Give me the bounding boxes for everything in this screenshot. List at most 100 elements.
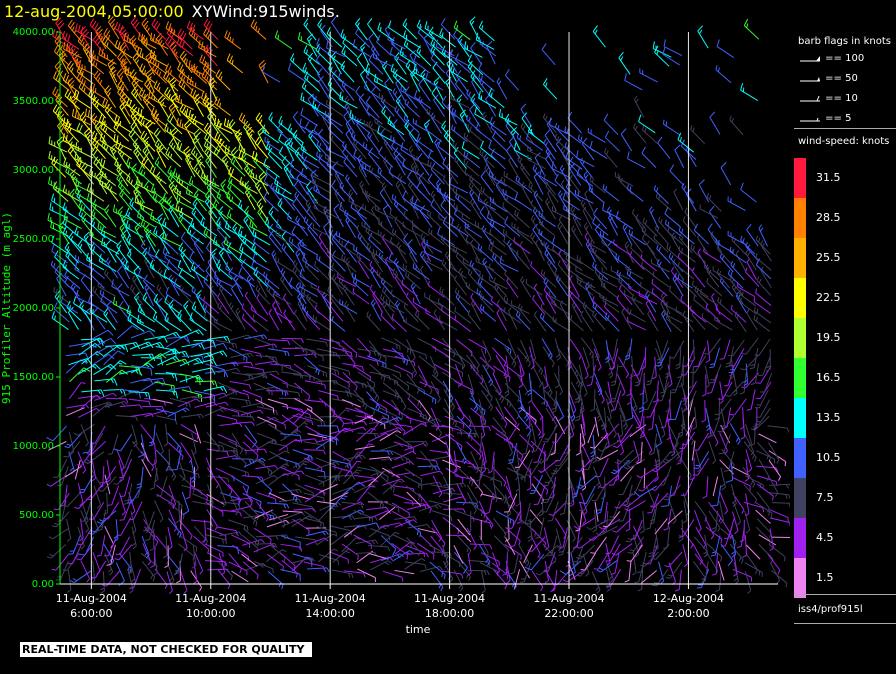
wind-barb [205, 264, 219, 287]
wind-barb [391, 472, 415, 477]
wind-barb [590, 536, 607, 554]
barb-flag-label: == 5 [822, 113, 852, 124]
wind-barb [542, 77, 558, 100]
wind-barb [243, 528, 260, 547]
wind-barb [131, 77, 142, 101]
wind-barb [302, 253, 319, 273]
wind-barb [406, 381, 425, 395]
wind-barb [343, 426, 367, 433]
wind-barb [445, 76, 456, 101]
wind-barb [454, 380, 473, 395]
wind-barb [717, 415, 735, 433]
wind-barb [155, 373, 178, 382]
wind-barb [255, 285, 271, 305]
wind-barb [130, 103, 143, 127]
wind-barb [339, 299, 358, 315]
wind-barb [292, 502, 314, 512]
wind-barb [281, 518, 304, 527]
wind-barb [156, 284, 171, 305]
wind-barb [115, 140, 133, 160]
wind-barb [639, 372, 645, 396]
wind-barb [341, 254, 357, 273]
wind-barb [507, 510, 522, 529]
wind-barb [83, 231, 94, 255]
wind-barb [106, 544, 116, 566]
wind-barb [771, 502, 790, 508]
wind-barb [180, 441, 193, 464]
wind-barb [758, 534, 777, 546]
wind-barb [345, 216, 357, 239]
wind-barb [654, 224, 669, 245]
wind-barb [99, 166, 117, 187]
wind-barb [153, 80, 170, 101]
wind-barb [231, 570, 249, 583]
wind-barb [215, 69, 231, 91]
wind-barb [618, 356, 630, 379]
wind-barb [299, 240, 318, 256]
wind-barb [614, 172, 634, 187]
wind-barb [216, 278, 233, 297]
wind-barb [279, 488, 302, 494]
wind-barb [569, 291, 582, 313]
wind-barb [482, 474, 503, 487]
wind-barb [149, 54, 167, 74]
wind-barb [379, 506, 396, 520]
colorbar-swatch [794, 278, 806, 318]
wind-barb [343, 155, 358, 178]
wind-barb [77, 363, 101, 375]
wind-barb [368, 510, 392, 519]
wind-barb [468, 425, 492, 431]
wind-barb [541, 381, 546, 405]
wind-barb [712, 476, 719, 497]
wind-barb [61, 31, 80, 50]
wind-barb [503, 237, 519, 256]
wind-barb [117, 265, 130, 289]
wind-barb [130, 330, 155, 339]
wind-barb [658, 561, 665, 585]
wind-barb [169, 386, 193, 394]
wind-barb [177, 543, 195, 561]
wind-barb [177, 458, 186, 482]
wind-barb [96, 510, 117, 524]
wind-barb [700, 289, 718, 306]
wind-barb [437, 227, 455, 246]
wind-barb [610, 390, 622, 412]
wind-barb [227, 483, 242, 505]
wind-barb [638, 291, 658, 305]
wind-barb [52, 104, 68, 126]
wind-barb [628, 283, 647, 298]
wind-barb [256, 491, 277, 504]
wind-barb [329, 495, 348, 511]
wind-barb [152, 311, 170, 331]
wind-barb [189, 218, 207, 239]
wind-barb [544, 129, 557, 153]
wind-barb [126, 172, 142, 194]
wind-barb [254, 343, 278, 349]
wind-barb [51, 511, 70, 528]
wind-barb [527, 145, 546, 160]
colorbar-swatch [794, 398, 806, 438]
wind-barb [255, 399, 275, 413]
wind-barb [615, 210, 634, 230]
wind-barb [420, 450, 434, 471]
wind-barb [618, 476, 632, 496]
wind-barb [77, 536, 94, 556]
wind-barb [727, 196, 746, 212]
wind-barb [74, 226, 92, 246]
wind-barb [55, 17, 67, 41]
wind-barb [663, 119, 681, 136]
wind-barb [323, 206, 342, 221]
wind-barb [150, 107, 168, 127]
wind-barb [198, 40, 217, 58]
wind-barb [204, 369, 229, 378]
wind-barb [107, 485, 120, 506]
wind-barb [130, 16, 144, 40]
wind-barb [681, 278, 697, 298]
barb-flag-entry: == 100 [798, 52, 864, 64]
wind-barb [680, 458, 692, 480]
wind-barb [228, 119, 242, 142]
wind-barb [264, 136, 282, 153]
wind-profile-plot: 0.00 500.00 1000.00 1500.00 2000.00 2500.00 30… [0, 16, 790, 636]
wind-barb [456, 535, 472, 555]
wind-barb [120, 449, 133, 470]
